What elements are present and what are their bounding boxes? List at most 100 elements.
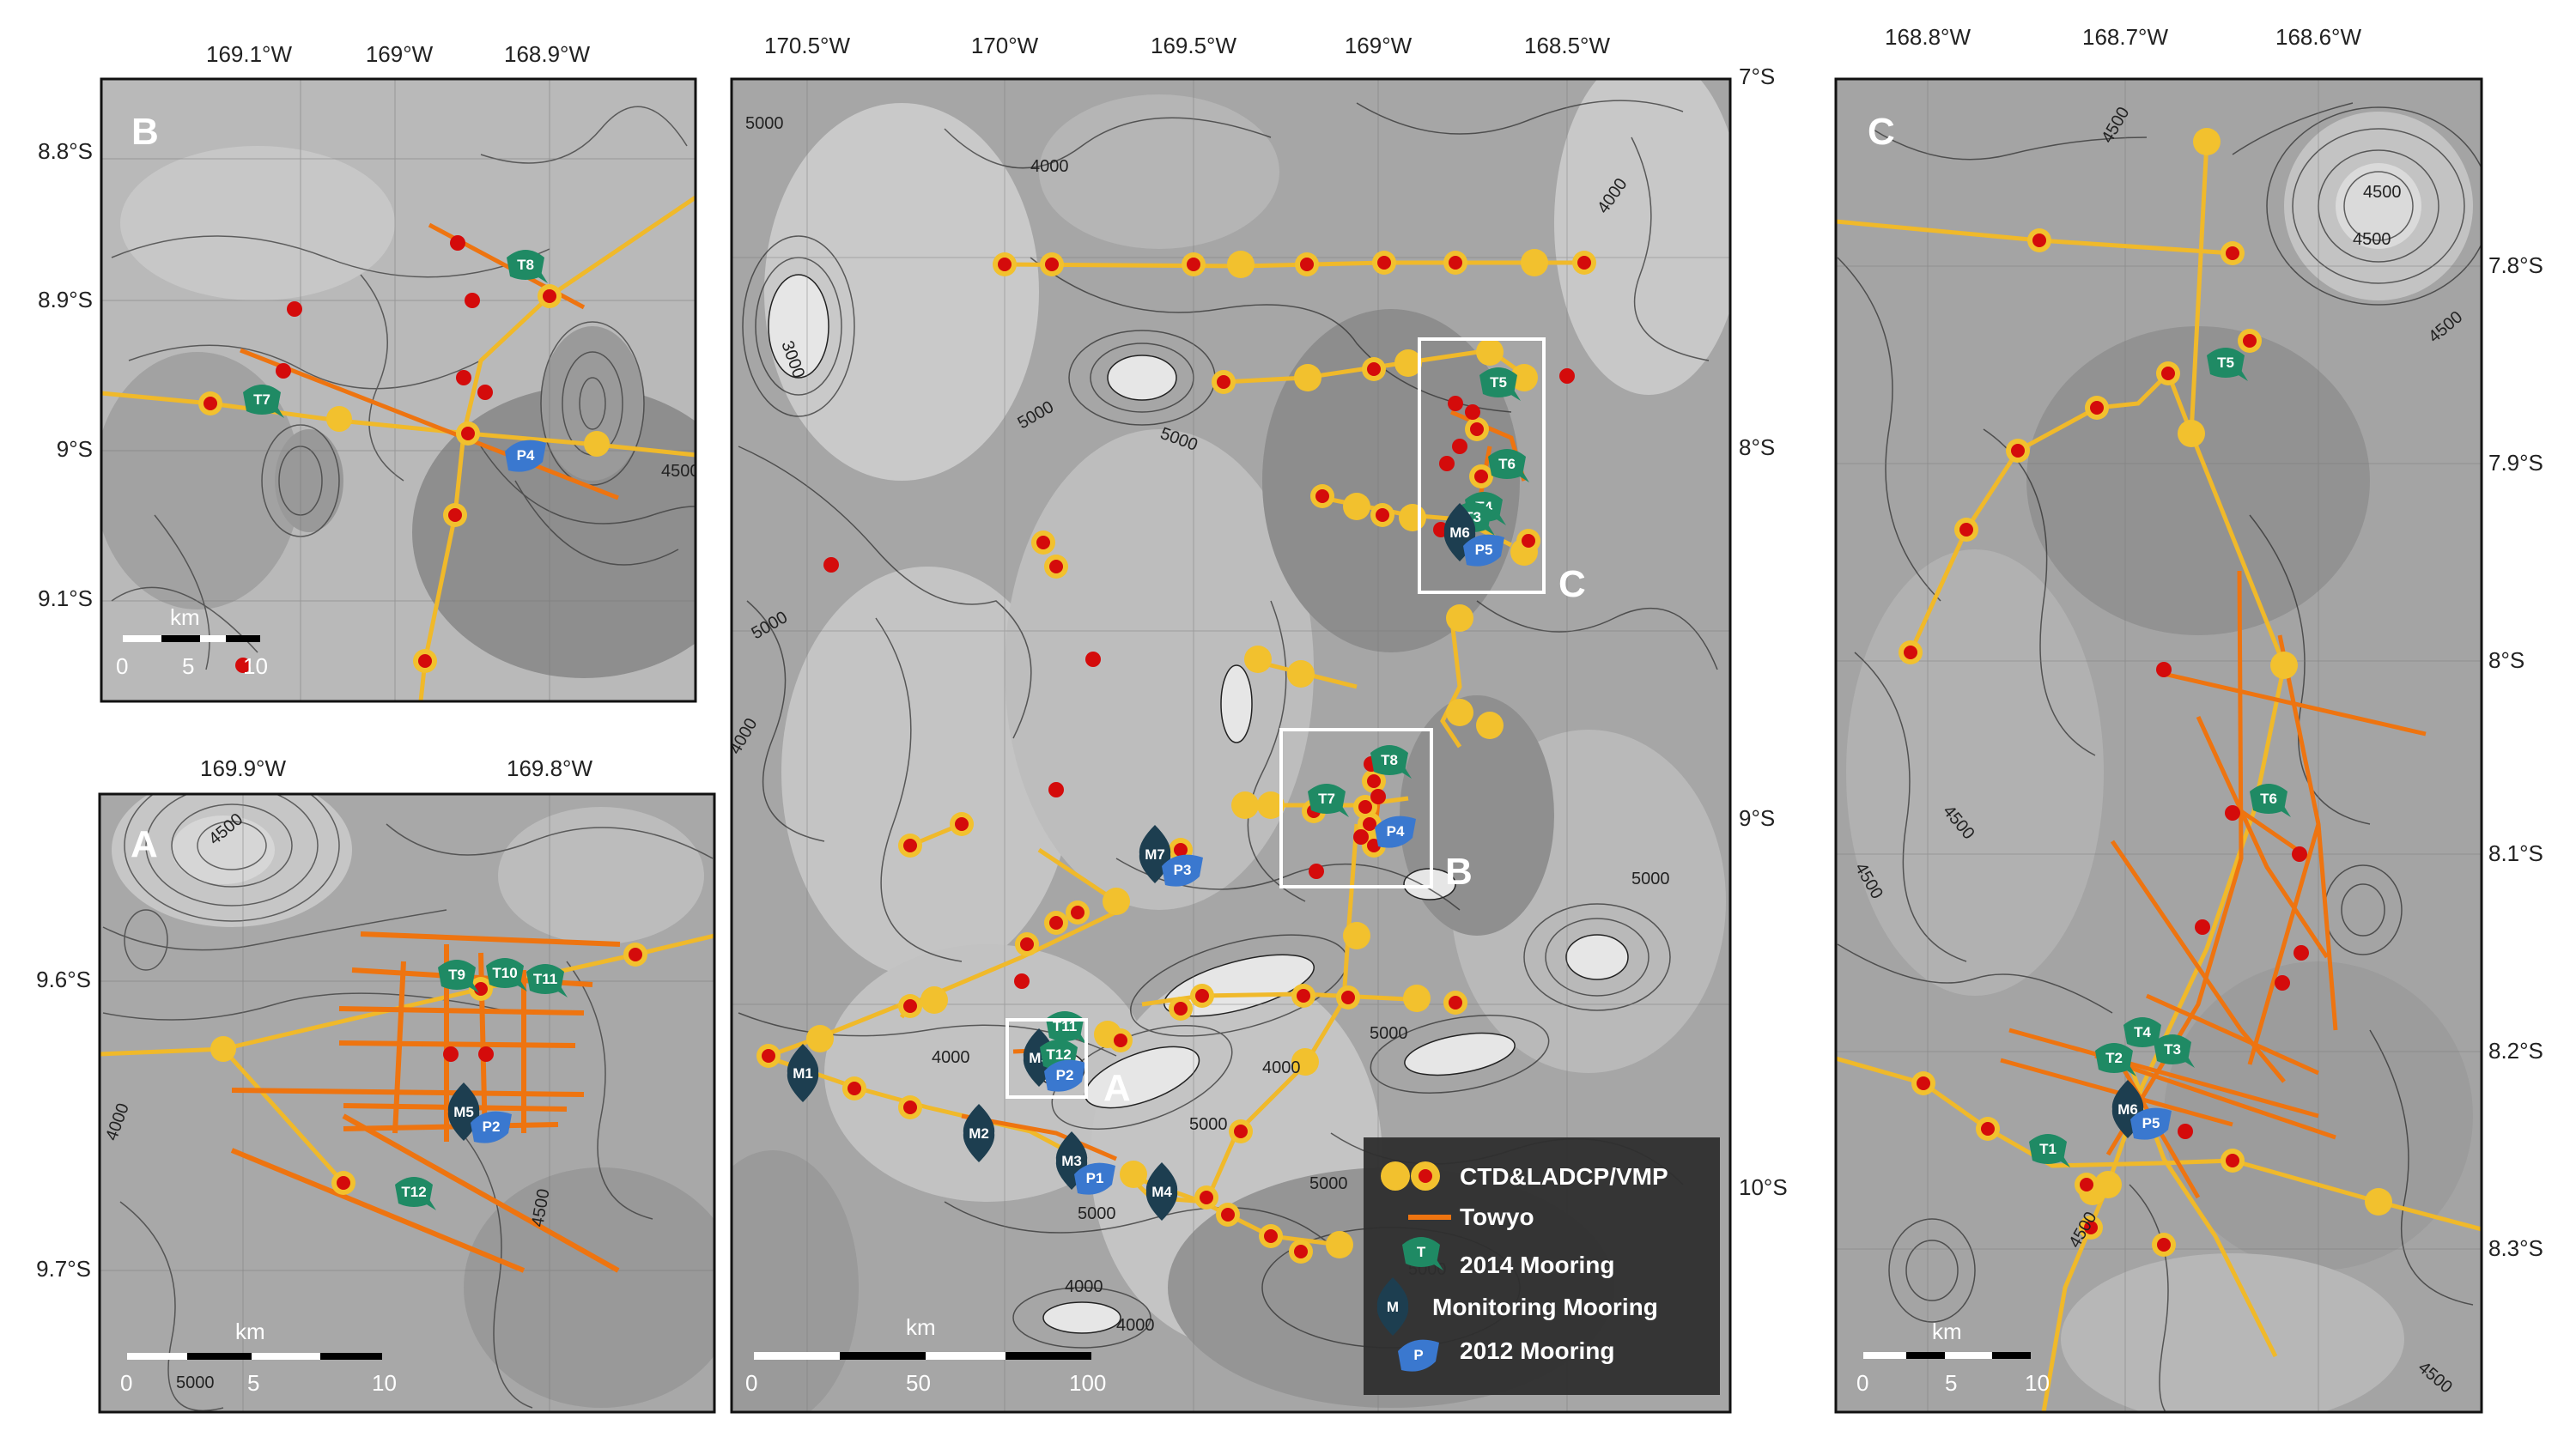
mooring-p2-marker[interactable]: P2 — [471, 1111, 512, 1143]
mooring-label: T12 — [1046, 1046, 1071, 1063]
mooring-m4-marker[interactable]: M4 — [1145, 1162, 1178, 1221]
scalebar-c: km 0 5 10 — [1856, 1319, 2050, 1396]
mooring-t7-marker[interactable]: T7 — [243, 385, 284, 418]
mooring-p5-marker[interactable]: P5 — [1463, 534, 1504, 567]
mooring-label: M5 — [453, 1104, 474, 1120]
scalebar-tick: 0 — [1856, 1370, 1868, 1396]
mooring-label: T9 — [448, 967, 465, 983]
panel-letter-c: C — [1868, 111, 1895, 153]
lon-tick: 168.5°W — [1524, 33, 1610, 58]
mooring-p2-marker[interactable]: P2 — [1044, 1059, 1085, 1092]
panel-letter-a: A — [131, 823, 158, 865]
lon-tick: 169.5°W — [1151, 33, 1236, 58]
mooring-label: T6 — [2260, 791, 2277, 807]
contour-label: 5000 — [1370, 1024, 1408, 1043]
mooring-label: T3 — [2164, 1041, 2181, 1058]
mooring-t11-marker[interactable]: T11 — [526, 964, 568, 997]
lon-tick: 168.8°W — [1885, 24, 1971, 50]
mooring-label: T5 — [1490, 374, 1507, 391]
lat-tick: 8.8°S — [38, 138, 93, 164]
scalebar-unit: km — [170, 604, 200, 630]
mooring-m1-marker[interactable]: M1 — [787, 1044, 819, 1102]
mooring-p4-marker[interactable]: P4 — [1375, 816, 1416, 848]
mooring-label: T8 — [517, 257, 534, 273]
mooring-t12-marker[interactable]: T12 — [395, 1177, 436, 1210]
mooring-p1-marker[interactable]: P1 — [1074, 1162, 1115, 1195]
mooring-label: T11 — [1053, 1018, 1077, 1034]
scalebar-tick: 100 — [1069, 1370, 1106, 1396]
mooring-t5-marker[interactable]: T5 — [1479, 367, 1521, 401]
lat-tick: 7.8°S — [2488, 252, 2543, 278]
lat-tick: 7.9°S — [2488, 450, 2543, 476]
inset-label-a: A — [1103, 1067, 1131, 1109]
lat-tick: 8.2°S — [2488, 1038, 2543, 1064]
mooring-t8-marker[interactable]: T8 — [507, 250, 548, 283]
inset-box-c[interactable] — [1418, 337, 1546, 594]
mooring-label: T5 — [2217, 355, 2234, 371]
mooring-m2-marker[interactable]: M2 — [963, 1104, 995, 1162]
mooring-label: T11 — [533, 971, 557, 987]
svg-text:P: P — [1413, 1347, 1423, 1363]
panel-a-map: T9 T10 T11 M5 P2 T12 4500 4000 5000 4500… — [100, 794, 714, 1412]
scalebar-tick: 50 — [906, 1370, 931, 1396]
scalebar-unit: km — [235, 1319, 265, 1344]
mooring-t4-marker[interactable]: T4 — [2123, 1017, 2165, 1051]
contour-label: 4000 — [1262, 1058, 1301, 1077]
lon-tick: 170.5°W — [764, 33, 850, 58]
mooring-m7-marker[interactable]: M7 — [1139, 825, 1171, 883]
legend-item-2012-mooring: P 2012 Mooring — [1398, 1337, 1614, 1372]
mooring-t2-marker[interactable]: T2 — [2095, 1043, 2136, 1076]
mooring-m6-marker[interactable]: M6 — [1443, 503, 1476, 561]
inset-box-b[interactable] — [1279, 728, 1433, 888]
lat-tick: 9°S — [1739, 805, 1775, 831]
mooring-p5-marker[interactable]: P5 — [2130, 1107, 2172, 1140]
svg-text:M: M — [1387, 1299, 1399, 1315]
mooring-label: T1 — [2039, 1141, 2057, 1157]
legend-label: Monitoring Mooring — [1432, 1294, 1658, 1320]
mooring-label: T4 — [2134, 1024, 2151, 1040]
lon-tick: 169.9°W — [200, 755, 286, 781]
scalebar-tick: 0 — [116, 653, 128, 679]
mooring-label: M6 — [1449, 524, 1470, 541]
mooring-t6-marker[interactable]: T6 — [2250, 784, 2291, 817]
mooring-label: P2 — [1056, 1067, 1074, 1083]
mooring-t8-marker[interactable]: T8 — [1370, 745, 1412, 779]
inset-box-a[interactable] — [1005, 1018, 1088, 1099]
mooring-label: P3 — [1174, 862, 1192, 878]
scalebar-a: km 0 5 10 — [120, 1319, 397, 1396]
mooring-m6-marker[interactable]: M6 — [2111, 1080, 2144, 1138]
mooring-label: T10 — [492, 965, 517, 981]
mooring-t12-marker[interactable]: T12 — [1040, 1040, 1081, 1073]
panel-main: T5 T6 T4 T3 M6 P5 T8 T7 P4 M7 P3 T11 M5 … — [730, 33, 1788, 1414]
mooring-t6-marker[interactable]: T6 — [1488, 449, 1529, 482]
mooring-t10-marker[interactable]: T10 — [486, 958, 527, 991]
lon-tick: 169.8°W — [507, 755, 592, 781]
panel-b: T8 T7 P4 4500 km 0 5 10 B 169.1°W 169°W … — [38, 41, 700, 703]
contour-label: 5000 — [1309, 1174, 1348, 1193]
legend: CTD&LADCP/VMP Towyo T 2014 Mooring M Mon… — [1364, 1137, 1720, 1395]
scalebar-tick: 10 — [243, 653, 268, 679]
inset-label-b: B — [1445, 851, 1473, 893]
mooring-t7-marker[interactable]: T7 — [1308, 784, 1349, 817]
lat-tick: 8°S — [1739, 434, 1775, 460]
lon-tick: 168.7°W — [2082, 24, 2168, 50]
mooring-t3-marker[interactable]: T3 — [2154, 1034, 2195, 1068]
mooring-t1-marker[interactable]: T1 — [2029, 1134, 2070, 1167]
mooring-m3-marker[interactable]: M3 — [1055, 1131, 1088, 1190]
mooring-t9-marker[interactable]: T9 — [438, 960, 479, 993]
mooring-p4-marker[interactable]: P4 — [505, 440, 546, 472]
mooring-label: M6 — [2117, 1101, 2138, 1118]
contour-label: 5000 — [745, 114, 784, 133]
mooring-m5-marker[interactable]: M5 — [447, 1082, 480, 1141]
scalebar-tick: 10 — [372, 1370, 397, 1396]
mooring-p3-marker[interactable]: P3 — [1162, 854, 1203, 887]
mooring-label: T6 — [1498, 456, 1516, 472]
mooring-t11-marker[interactable]: T11 — [1046, 1011, 1087, 1045]
mooring-label: T2 — [2105, 1050, 2123, 1066]
legend-item-2014-mooring: T 2014 Mooring — [1402, 1237, 1614, 1278]
contour-label: 5000 — [176, 1373, 215, 1392]
contour-label: 4500 — [661, 462, 700, 481]
lat-tick: 8.9°S — [38, 287, 93, 312]
mooring-t5-marker[interactable]: T5 — [2207, 348, 2248, 381]
scalebar-tick: 5 — [182, 653, 194, 679]
